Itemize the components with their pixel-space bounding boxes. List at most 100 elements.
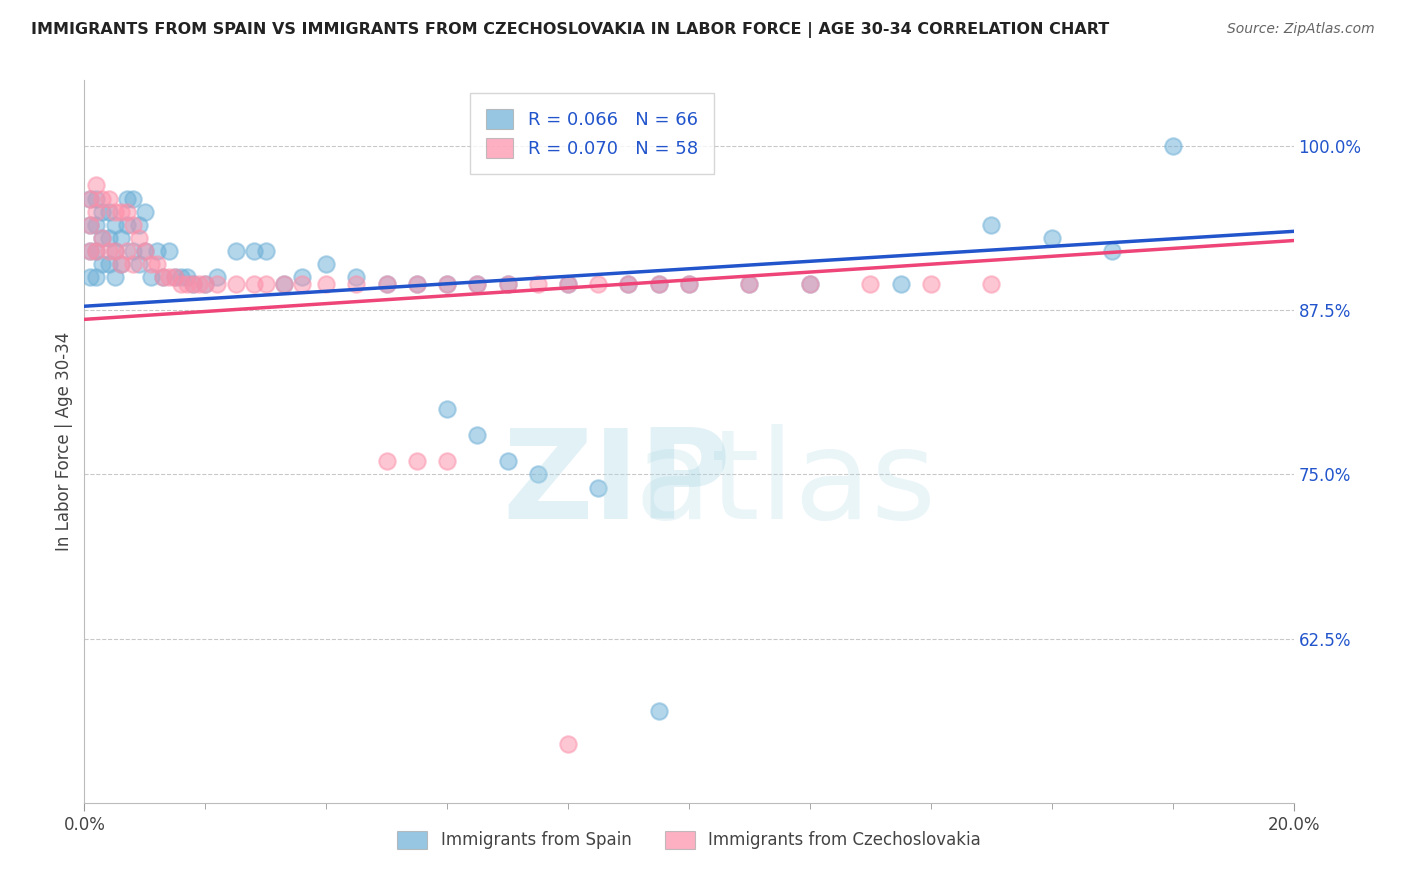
Legend: Immigrants from Spain, Immigrants from Czechoslovakia: Immigrants from Spain, Immigrants from C… [391,824,987,856]
Y-axis label: In Labor Force | Age 30-34: In Labor Force | Age 30-34 [55,332,73,551]
Point [165,270,187,285]
Point [496,277,519,291]
Point [115,218,138,232]
Point [648,277,671,291]
Point [157,270,180,285]
Point [890,277,912,291]
Point [157,244,180,258]
Point [79,192,101,206]
Point [139,257,162,271]
Point [291,277,314,291]
Point [115,244,138,258]
Point [91,204,114,219]
Point [79,244,101,258]
Point [1040,231,1063,245]
Point [375,277,398,291]
Point [188,277,211,291]
Point [170,270,193,285]
Point [104,204,127,219]
Point [980,218,1002,232]
Point [406,277,429,291]
Text: IMMIGRANTS FROM SPAIN VS IMMIGRANTS FROM CZECHOSLOVAKIA IN LABOR FORCE | AGE 30-: IMMIGRANTS FROM SPAIN VS IMMIGRANTS FROM… [31,22,1109,38]
Point [194,277,217,291]
Point [115,204,138,219]
Point [207,270,229,285]
Point [91,192,114,206]
Point [346,270,368,285]
Point [678,277,700,291]
Point [436,277,458,291]
Point [139,270,162,285]
Point [170,277,193,291]
Point [97,204,120,219]
Point [617,277,640,291]
Point [1161,139,1184,153]
Point [225,277,247,291]
Text: Source: ZipAtlas.com: Source: ZipAtlas.com [1227,22,1375,37]
Point [86,192,108,206]
Point [79,244,101,258]
Point [104,244,127,258]
Point [617,277,640,291]
Point [738,277,761,291]
Point [86,270,108,285]
Point [128,257,150,271]
Point [225,244,247,258]
Point [242,244,264,258]
Point [86,218,108,232]
Point [152,270,174,285]
Point [97,244,120,258]
Point [273,277,295,291]
Point [110,257,132,271]
Point [104,270,127,285]
Point [104,244,127,258]
Point [273,277,295,291]
Point [467,277,489,291]
Point [375,277,398,291]
Point [121,218,143,232]
Point [467,277,489,291]
Point [436,401,458,416]
Point [97,192,120,206]
Point [648,704,671,718]
Point [115,192,138,206]
Point [291,270,314,285]
Point [436,454,458,468]
Point [406,454,429,468]
Point [146,244,169,258]
Point [648,277,671,291]
Point [79,270,101,285]
Point [194,277,217,291]
Point [527,467,550,482]
Point [176,277,198,291]
Point [242,277,264,291]
Point [678,277,700,291]
Point [375,454,398,468]
Point [557,737,579,751]
Text: atlas: atlas [634,425,936,545]
Point [496,277,519,291]
Point [557,277,579,291]
Point [86,244,108,258]
Point [165,270,187,285]
Point [97,231,120,245]
Point [346,277,368,291]
Point [254,244,277,258]
Point [86,204,108,219]
Point [152,270,174,285]
Point [86,244,108,258]
Point [134,244,156,258]
Point [134,204,156,219]
Point [406,277,429,291]
Point [134,244,156,258]
Point [104,218,127,232]
Point [1101,244,1123,258]
Text: ZIP: ZIP [502,425,731,545]
Point [467,428,489,442]
Point [496,454,519,468]
Point [181,277,204,291]
Point [176,270,198,285]
Point [181,277,204,291]
Point [799,277,821,291]
Point [128,231,150,245]
